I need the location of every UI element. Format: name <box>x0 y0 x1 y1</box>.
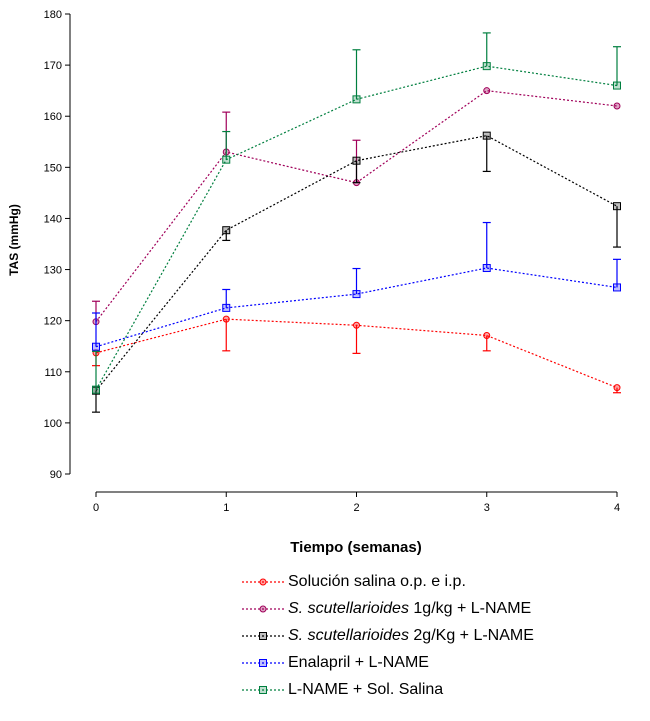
data-point <box>222 303 231 312</box>
y-tick-label: 170 <box>44 60 62 72</box>
legend-label-text: 1g/kg + L-NAME <box>408 599 532 617</box>
y-tick-label: 160 <box>44 111 62 123</box>
series-5 <box>92 32 621 394</box>
legend-item: S. scutellarioides 2g/Kg + L-NAME <box>240 622 534 649</box>
legend-item: S. scutellarioides 1g/kg + L-NAME <box>240 595 534 622</box>
data-point <box>483 87 491 95</box>
y-tick-label: 110 <box>44 367 62 379</box>
data-point <box>483 331 491 339</box>
series-line <box>95 135 618 392</box>
legend-swatch <box>242 631 284 640</box>
series-4 <box>92 221 621 351</box>
y-tick-label: 120 <box>44 316 62 328</box>
legend-label: Solución salina o.p. e i.p. <box>288 573 466 591</box>
legend-swatch <box>242 685 284 694</box>
legend-label-species: S. scutellarioides <box>288 599 409 617</box>
data-point <box>613 81 621 90</box>
legend-item: Solución salina o.p. e i.p. <box>240 568 534 595</box>
data-point <box>613 384 621 392</box>
x-tick-label: 2 <box>353 502 359 514</box>
y-tick-label: 100 <box>44 418 62 430</box>
series-line <box>95 65 618 390</box>
legend-label: Enalapril + L-NAME <box>288 654 429 672</box>
y-tick-label: 140 <box>44 213 62 225</box>
legend-marker <box>259 578 267 585</box>
legend-label-text: 2g/Kg + L-NAME <box>408 626 534 644</box>
y-axis-label: TAS (mmHg) <box>7 204 21 276</box>
legend-item: L-NAME + Sol. Salina <box>240 676 534 703</box>
legend-swatch <box>242 658 284 667</box>
data-point <box>353 321 360 329</box>
y-tick-label: 180 <box>44 9 62 21</box>
data-point <box>352 95 361 104</box>
y-tick-label: 130 <box>44 265 62 277</box>
legend-swatch <box>242 605 284 612</box>
series-3 <box>92 131 621 413</box>
legend-label: L-NAME + Sol. Salina <box>288 681 443 699</box>
legend: Solución salina o.p. e i.p. S. scutellari… <box>240 568 534 703</box>
data-point <box>613 202 621 211</box>
data-point <box>222 315 230 323</box>
x-tick-label: 3 <box>484 502 490 514</box>
legend-swatch <box>242 578 284 585</box>
legend-label: S. scutellarioides 2g/Kg + L-NAME <box>288 627 534 645</box>
data-point <box>352 156 361 165</box>
legend-marker <box>259 685 267 694</box>
legend-label-text: Solución salina o.p. e i.p. <box>288 572 466 590</box>
x-axis-label: Tiempo (semanas) <box>290 539 421 556</box>
x-tick-label: 0 <box>93 502 99 514</box>
data-point <box>482 264 491 273</box>
legend-marker <box>259 658 267 667</box>
legend-label-text: L-NAME + Sol. Salina <box>288 680 444 698</box>
axes: 90 100 110 120 130 140 150 160 170 180 0 1 2 3 4 <box>44 9 620 514</box>
legend-label-text: Enalapril + L-NAME <box>288 653 429 671</box>
series-layer <box>92 32 621 413</box>
series-1 <box>92 315 621 394</box>
data-point <box>222 155 231 164</box>
data-point <box>613 102 621 110</box>
legend-marker <box>259 605 267 612</box>
legend-item: Enalapril + L-NAME <box>240 649 534 676</box>
data-point <box>482 131 491 140</box>
data-point <box>92 385 100 394</box>
data-point <box>222 226 231 235</box>
legend-marker <box>259 631 267 640</box>
x-tick-label: 1 <box>223 502 229 514</box>
y-tick-label: 150 <box>44 162 62 174</box>
chart-svg: 90 100 110 120 130 140 150 160 170 180 0 1 2 3 4 TAS (… <box>7 9 621 556</box>
data-point <box>613 283 621 292</box>
data-point <box>482 62 491 71</box>
series-line <box>95 318 618 389</box>
y-tick-label: 90 <box>50 469 62 481</box>
x-tick-label: 4 <box>614 502 620 514</box>
legend-label-species: S. scutellarioides <box>288 626 409 644</box>
data-point <box>92 342 100 351</box>
data-point <box>352 290 361 299</box>
legend-label: S. scutellarioides 1g/kg + L-NAME <box>288 600 531 618</box>
